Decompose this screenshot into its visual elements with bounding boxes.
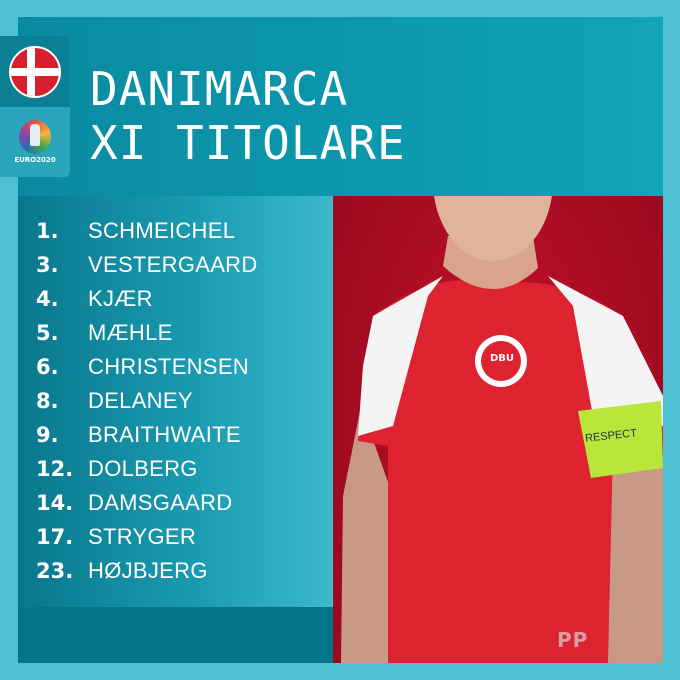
euro2020-trophy-icon xyxy=(19,120,51,154)
lineup-row: 3. VESTERGAARD xyxy=(36,248,258,282)
title-team: DANIMARCA xyxy=(90,62,349,116)
player-number: 9. xyxy=(36,423,59,447)
crest-text: DBU xyxy=(490,353,515,364)
flag-container xyxy=(0,36,70,107)
bottom-panel xyxy=(18,607,333,663)
player-number: 23. xyxy=(36,559,74,583)
player-name: KJÆR xyxy=(88,286,153,311)
player-illustration xyxy=(341,196,663,663)
lineup-row: 1. SCHMEICHEL xyxy=(36,214,235,248)
player-name: STRYGER xyxy=(88,524,197,549)
lineup-row: 12. DOLBERG xyxy=(36,452,198,486)
lineup-row: 17. STRYGER xyxy=(36,520,196,554)
player-name: DAMSGAARD xyxy=(88,490,233,515)
page-title: DANIMARCA XI TITOLARE xyxy=(90,62,406,170)
player-name: DOLBERG xyxy=(88,456,198,481)
player-number: 6. xyxy=(36,355,59,379)
euro-logo-container: EURO2020 xyxy=(0,107,70,177)
lineup-row: 23. HØJBJERG xyxy=(36,554,208,588)
watermark: PP xyxy=(557,628,589,652)
player-photo: RESPECT DBU xyxy=(333,196,663,663)
player-number: 1. xyxy=(36,219,59,243)
player-number: 14. xyxy=(36,491,74,515)
player-number: 3. xyxy=(36,253,59,277)
player-number: 5. xyxy=(36,321,59,345)
denmark-flag-icon xyxy=(9,45,61,98)
lineup-row: 8. DELANEY xyxy=(36,384,193,418)
lineup-row: 14. DAMSGAARD xyxy=(36,486,233,520)
player-name: CHRISTENSEN xyxy=(88,354,249,379)
title-subtitle: XI TITOLARE xyxy=(90,116,406,170)
player-name: HØJBJERG xyxy=(88,558,208,583)
player-name: MÆHLE xyxy=(88,320,173,345)
euro-logo-text: EURO2020 xyxy=(14,156,56,164)
lineup-row: 5. MÆHLE xyxy=(36,316,173,350)
lineup-panel xyxy=(18,196,333,607)
lineup-row: 6. CHRISTENSEN xyxy=(36,350,249,384)
lineup-row: 4. KJÆR xyxy=(36,282,153,316)
lineup-row: 9. BRAITHWAITE xyxy=(36,418,241,452)
player-number: 12. xyxy=(36,457,74,481)
player-name: BRAITHWAITE xyxy=(88,422,241,447)
player-name: SCHMEICHEL xyxy=(88,218,236,243)
player-number: 17. xyxy=(36,525,74,549)
player-number: 4. xyxy=(36,287,59,311)
player-name: VESTERGAARD xyxy=(88,252,258,277)
team-badge: EURO2020 xyxy=(0,36,70,177)
player-name: DELANEY xyxy=(88,388,193,413)
player-number: 8. xyxy=(36,389,59,413)
